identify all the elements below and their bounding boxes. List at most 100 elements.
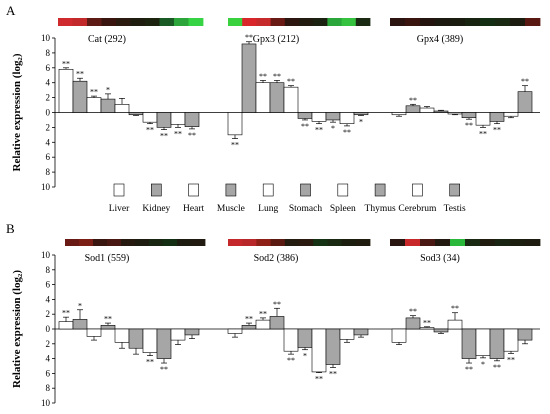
bar-testis: [184, 328, 200, 336]
significance-marker: **: [423, 318, 431, 327]
bar-spleen: [311, 112, 327, 122]
bar-spleen: [475, 328, 491, 356]
bar-testis: [353, 328, 369, 336]
legend-label-kidney: Kidney: [142, 204, 170, 214]
significance-marker: **: [287, 77, 295, 86]
gene-group: Sod3 (34)********* ****: [390, 239, 541, 374]
bar-spleen: [142, 112, 158, 123]
significance-marker: **: [188, 131, 196, 140]
legend-label-spleen: Spleen: [330, 204, 356, 214]
gene-title: Sod2 (386): [254, 253, 299, 264]
bar-testis: [353, 112, 369, 116]
significance-marker: **: [146, 358, 154, 367]
significance-marker: *: [331, 124, 335, 133]
y-tick-label: 2: [46, 309, 51, 319]
bar-spleen: [311, 328, 327, 373]
y-tick-label: 8: [46, 265, 51, 275]
y-tick-label: 6: [46, 368, 51, 378]
bar-stomach: [128, 112, 144, 116]
heatmap-cell: [177, 239, 192, 246]
bar-lung: [447, 319, 463, 330]
bar-muscle: [269, 316, 285, 330]
panel-label: B: [6, 221, 15, 236]
y-tick-label: 6: [46, 63, 51, 73]
significance-marker: **: [409, 307, 417, 316]
heatmap-cell: [313, 18, 328, 26]
bar-stomach: [128, 328, 144, 349]
significance-marker: **: [245, 315, 253, 324]
significance-marker: **: [104, 315, 112, 324]
bar-kidney: [405, 317, 421, 330]
gene-group: Sod1 (559)*********: [58, 239, 206, 374]
heatmap-cell: [191, 239, 206, 246]
significance-marker: **: [273, 300, 281, 309]
panel-b: B Relative expression (log₂) 10 8 6 4 2 0 2 4 6 8 10…: [6, 221, 541, 408]
heatmap-cell: [116, 18, 131, 26]
y-tick-label: 2: [46, 93, 51, 103]
heatmap-cell: [79, 239, 94, 246]
legend-swatch-spleen: [337, 183, 349, 197]
bar-muscle: [100, 98, 116, 113]
bar-testis: [517, 91, 533, 113]
heatmap-cell: [174, 18, 189, 26]
significance-marker: **: [62, 309, 70, 318]
bar-stomach: [297, 112, 313, 119]
bar-cerebrum: [339, 328, 355, 340]
bar-spleen: [475, 112, 491, 126]
bar-thymus: [156, 328, 172, 359]
heatmap-cell: [480, 18, 496, 26]
significance-marker: **: [329, 369, 337, 378]
significance-marker: **: [62, 59, 70, 68]
heatmap-cell: [405, 239, 421, 246]
heatmap-cell: [228, 239, 243, 246]
significance-marker: **: [493, 126, 501, 135]
heatmap-cell: [525, 18, 541, 26]
legend-swatch-kidney: [151, 183, 162, 197]
legend-swatch-heart: [188, 183, 199, 197]
heatmap-cell: [495, 18, 511, 26]
significance-marker: **: [465, 121, 473, 130]
heatmap-cell: [58, 18, 73, 26]
bar-lung: [114, 328, 130, 343]
y-tick-label: 8: [46, 383, 51, 393]
heatmap-cell: [163, 239, 178, 246]
y-axis-label: Relative expression (log₂): [11, 270, 23, 388]
bar-lung: [283, 328, 299, 352]
bar-thymus: [325, 112, 341, 121]
significance-marker: **: [315, 126, 323, 135]
y-tick-label: 10: [41, 33, 51, 43]
heatmap-cell: [510, 239, 526, 246]
significance-marker: *: [78, 301, 82, 310]
bar-heart: [255, 82, 271, 113]
legend-swatch-cerebrum: [412, 183, 423, 197]
y-tick-label: 0: [46, 324, 51, 334]
bar-liver: [58, 321, 74, 330]
significance-marker: **: [465, 365, 473, 374]
bar-kidney: [241, 43, 257, 113]
heatmap-cell: [420, 18, 436, 26]
y-tick-label: 10: [41, 398, 51, 408]
bar-liver: [227, 112, 243, 136]
significance-marker: **: [245, 33, 253, 42]
bar-liver: [391, 112, 407, 116]
heatmap-cell: [390, 239, 406, 246]
heatmap-cell: [159, 18, 175, 26]
significance-marker: **: [343, 128, 351, 137]
legend-swatch-lung: [262, 183, 274, 197]
bar-heart: [86, 328, 102, 337]
legend-swatch-thymus: [374, 183, 386, 197]
legend-label-cerebrum: Cerebrum: [398, 204, 437, 214]
heatmap-cell: [355, 239, 371, 246]
bar-liver: [391, 328, 407, 343]
y-tick-label: 4: [46, 78, 51, 88]
bar-heart: [419, 107, 435, 113]
gene-title: Gpx3 (212): [253, 34, 299, 45]
heatmap-cell: [450, 239, 466, 246]
y-tick-label: 4: [46, 354, 51, 364]
y-tick-label: 4: [46, 137, 51, 147]
significance-marker: **: [451, 304, 459, 313]
heatmap-cell: [405, 18, 421, 26]
legend-label-liver: Liver: [109, 204, 130, 214]
